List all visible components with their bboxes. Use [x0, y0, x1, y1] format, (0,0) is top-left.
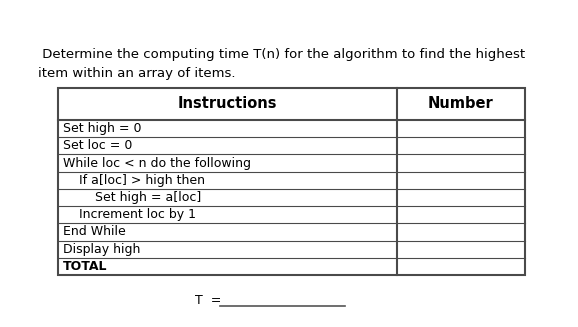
Text: Determine the computing time T(n) for the algorithm to find the highest
item wit: Determine the computing time T(n) for th… [38, 48, 525, 80]
Text: Display high: Display high [63, 243, 140, 256]
Text: While loc < n do the following: While loc < n do the following [63, 157, 251, 170]
Text: Increment loc by 1: Increment loc by 1 [63, 208, 196, 221]
Text: TOTAL: TOTAL [63, 260, 108, 273]
Text: Instructions: Instructions [177, 96, 277, 112]
Text: Number: Number [428, 96, 494, 112]
Bar [58, 88, 525, 275]
Text: Set loc = 0: Set loc = 0 [63, 139, 132, 152]
Text: Set high = 0: Set high = 0 [63, 122, 142, 135]
Text: If a[loc] > high then: If a[loc] > high then [63, 174, 205, 187]
Text: End While: End While [63, 225, 126, 238]
Text: Set high = a[loc]: Set high = a[loc] [63, 191, 201, 204]
Text: T  =: T = [195, 294, 221, 306]
